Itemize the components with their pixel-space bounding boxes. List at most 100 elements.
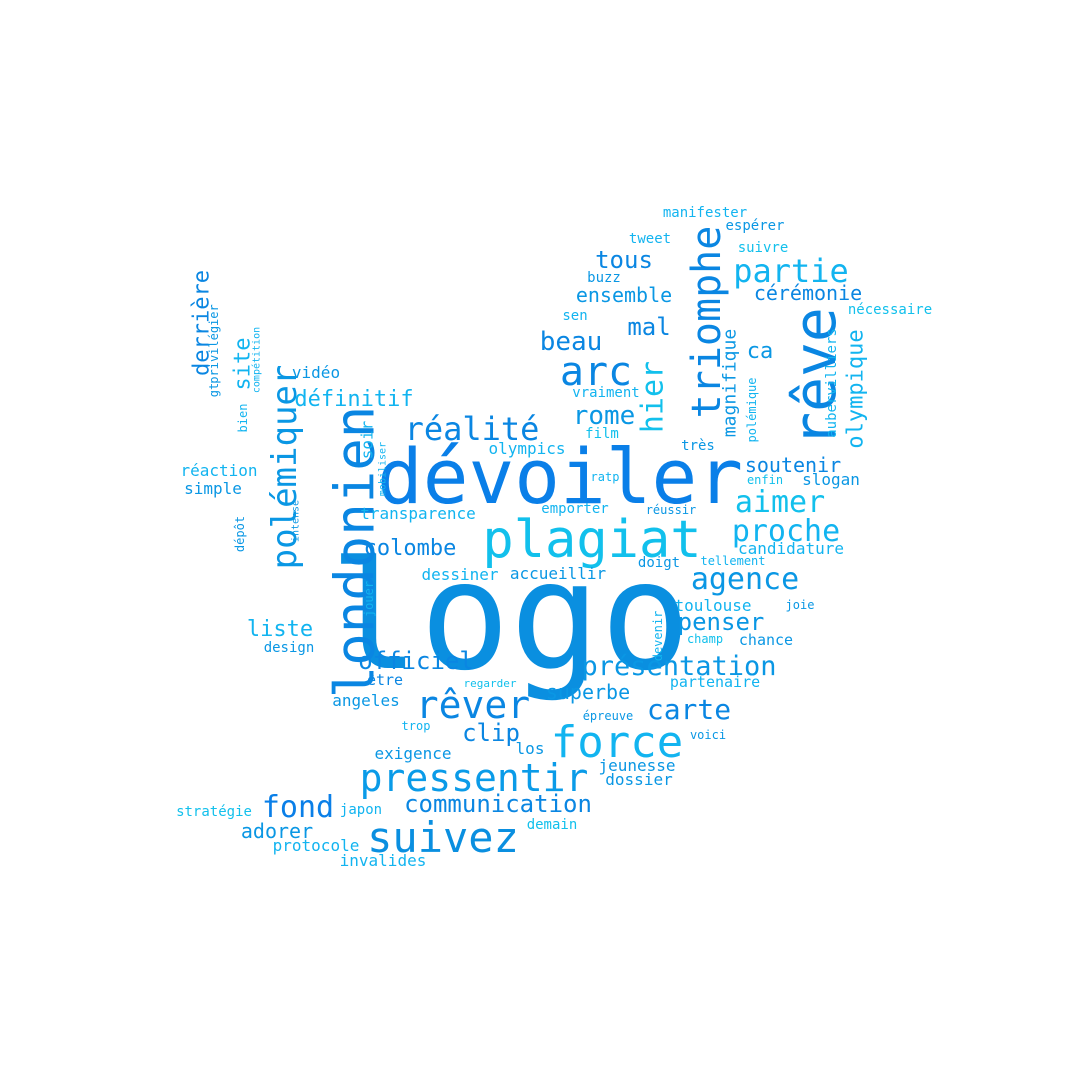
word-58: los [516,739,545,758]
word-22: carte [647,693,731,726]
word-25: rome [573,401,636,431]
word-91: épreuve [583,709,634,723]
word-55: dessiner [421,565,498,584]
word-26: clip [462,719,520,747]
word-100: dépôt [233,516,247,552]
word-14: partie [733,252,849,290]
word-52: invalides [340,851,427,870]
word-74: nécessaire [848,302,932,318]
word-53: réaction [180,461,257,480]
word-96: gt [207,383,221,397]
word-43: soir [358,420,377,459]
word-42: ca [747,339,774,364]
word-95: privilégier [207,304,221,383]
word-44: transparence [360,504,476,523]
word-99: intense [291,500,302,542]
word-6: force [551,717,683,768]
word-12: réalité [405,410,540,448]
word-45: slogan [802,470,860,489]
word-50: dossier [605,770,673,789]
word-89: champ [687,632,723,646]
word-7: suivez [367,813,519,862]
word-32: magnifique [720,329,741,437]
word-48: exigence [374,744,451,763]
word-27: tous [595,246,653,274]
word-68: manifester [663,205,747,221]
word-83: réussir [646,503,697,517]
word-76: polémique [745,377,759,442]
word-66: japon [340,802,382,818]
word-93: voici [690,728,726,742]
word-92: trop [402,719,431,733]
word-80: enfin [747,473,783,487]
word-17: agence [691,562,799,597]
word-47: toulouse [674,596,751,615]
word-33: derrière [190,270,215,376]
word-56: accueillir [510,564,607,583]
word-15: proche [732,514,840,549]
word-29: colombe [364,536,457,561]
word-88: devenir [651,611,665,662]
word-90: regarder [464,677,517,690]
word-10: arc [560,349,632,395]
word-24: beau [540,327,603,357]
word-98: mobiliser [378,442,389,496]
word-72: buzz [587,270,621,286]
word-5: rêve [781,307,849,447]
word-36: liste [247,617,313,642]
word-41: superbe [546,680,630,704]
word-61: chance [739,631,793,649]
word-85: tellement [700,554,765,568]
word-54: simple [184,479,242,498]
word-21: communication [404,790,592,818]
word-65: stratégie [176,804,252,820]
word-86: joie [786,598,815,612]
word-63: être [367,671,403,689]
word-97: bien [236,404,250,433]
word-64: design [264,640,315,656]
word-40: soutenir [745,453,841,477]
word-49: jeunesse [598,756,675,775]
word-13: rêver [416,683,530,727]
word-11: polémiquer [265,365,305,570]
word-70: tweet [629,231,671,247]
word-67: demain [527,817,578,833]
word-1: logo [329,530,690,704]
word-94: compétition [251,327,263,393]
word-73: sen [562,308,587,324]
word-8: pressentir [360,756,589,800]
word-38: ensemble [576,283,672,307]
word-69: espérer [725,218,784,234]
word-3: plagiat [482,510,701,570]
word-77: vraiment [572,385,639,401]
word-19: hier [636,361,671,433]
word-51: protocole [273,836,360,855]
word-46: candidature [738,539,844,558]
word-37: adorer [241,819,313,843]
word-71: suivre [738,240,789,256]
word-30: définitif [294,387,413,412]
word-39: cérémonie [754,281,862,305]
word-79: très [681,438,715,454]
word-78: film [585,426,619,442]
word-9: triomphe [684,226,730,419]
word-82: emporter [541,501,608,517]
word-59: vidéo [292,363,340,382]
word-57: angeles [332,691,399,710]
word-16: aimer [735,485,825,520]
word-4: londonien [324,406,387,699]
word-35: penser [678,608,765,636]
word-60: olympics [488,439,565,458]
word-20: fond [262,790,334,825]
word-84: doigt [638,555,680,571]
word-28: mal [627,313,670,341]
word-87: jouer [362,581,376,617]
word-31: olympique [844,329,869,448]
word-18: présentation [581,651,776,682]
word-62: partenaire [670,673,760,691]
word-23: officiel [358,647,474,675]
word-2: dévoiler [377,432,743,521]
word-75: aubervilliers [824,328,840,438]
